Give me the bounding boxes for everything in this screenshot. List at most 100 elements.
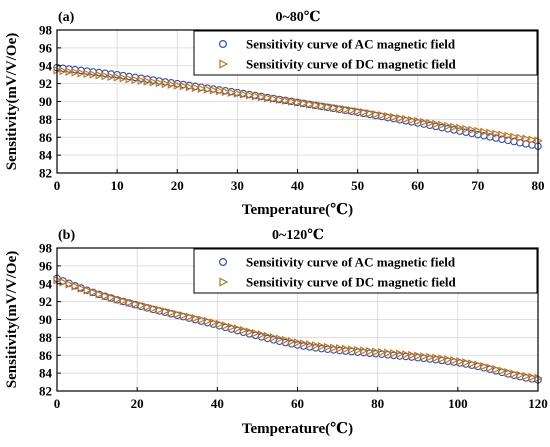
dc-point xyxy=(426,118,435,128)
dc-point xyxy=(324,342,333,352)
dc-point xyxy=(408,350,417,360)
dc-point xyxy=(149,77,159,87)
x-tick-label: 80 xyxy=(371,396,384,411)
legend-ac-label: Sensitivity curve of AC magnetic field xyxy=(246,37,456,52)
dc-point xyxy=(65,279,74,289)
dc-point xyxy=(336,344,345,353)
dc-point xyxy=(263,331,273,341)
dc-point xyxy=(305,340,315,349)
legend-dc-label: Sensitivity curve of DC magnetic field xyxy=(246,275,457,290)
y-axis-label: Sensitivity(mV/V/Oe) xyxy=(4,251,20,388)
y-tick-label: 86 xyxy=(39,130,53,145)
dc-point xyxy=(209,85,219,95)
dc-point xyxy=(348,345,357,354)
dc-point xyxy=(71,68,80,77)
dc-point xyxy=(384,348,393,358)
dc-point xyxy=(65,67,74,76)
dc-point xyxy=(245,327,255,336)
dc-point xyxy=(119,296,128,306)
x-tick-label: 70 xyxy=(471,178,484,193)
dc-point xyxy=(414,351,423,361)
dc-point xyxy=(161,79,171,89)
dc-point xyxy=(402,350,411,359)
dc-point xyxy=(456,123,465,133)
dc-point xyxy=(257,92,267,102)
y-tick-label: 82 xyxy=(39,166,52,181)
dc-point xyxy=(450,122,459,132)
dc-point xyxy=(492,129,501,139)
dc-point xyxy=(348,106,357,115)
dc-point xyxy=(113,295,122,304)
x-tick-label: 0 xyxy=(54,178,61,193)
dc-point xyxy=(330,343,339,353)
dc-point xyxy=(83,69,92,79)
dc-point xyxy=(155,305,165,315)
dc-point xyxy=(498,130,507,140)
dc-point xyxy=(251,91,261,101)
dc-point xyxy=(372,347,381,357)
y-tick-label: 90 xyxy=(39,312,52,327)
dc-point xyxy=(269,333,279,342)
y-tick-label: 98 xyxy=(39,241,53,256)
dc-point xyxy=(390,349,399,358)
dc-point xyxy=(342,105,351,114)
dc-point xyxy=(71,282,80,291)
dc-point xyxy=(245,90,255,100)
panel-a: 0 10 20 30 40 50 60 70 80 82 84 86 88 90 92 94 96 98 Tempe… xyxy=(4,10,545,218)
dc-point xyxy=(378,110,387,120)
x-tick-label: 40 xyxy=(291,178,304,193)
x-tick-label: 80 xyxy=(532,178,545,193)
y-tick-label: 88 xyxy=(39,330,53,345)
legend-ac-label: Sensitivity curve of AC magnetic field xyxy=(246,255,456,270)
panel-label: (b) xyxy=(58,228,75,243)
dc-point xyxy=(77,68,86,78)
dc-point xyxy=(384,111,393,121)
y-tick-label: 92 xyxy=(39,294,52,309)
dc-point xyxy=(95,70,104,80)
dc-point xyxy=(486,363,495,373)
dc-point xyxy=(125,74,134,84)
dc-point xyxy=(227,88,237,97)
dc-point xyxy=(444,355,453,364)
dc-point xyxy=(275,95,285,105)
dc-point xyxy=(209,318,219,327)
dc-point xyxy=(257,330,267,339)
dc-point xyxy=(444,121,453,131)
dc-point xyxy=(203,316,213,326)
dc-point xyxy=(179,311,189,320)
dc-point xyxy=(408,115,417,125)
y-tick-label: 86 xyxy=(39,348,53,363)
dc-point xyxy=(330,103,339,113)
dc-point xyxy=(173,81,183,90)
dc-point xyxy=(317,101,327,111)
dc-point xyxy=(161,307,171,316)
dc-point xyxy=(504,131,513,141)
dc-point xyxy=(480,361,489,371)
dc-point xyxy=(360,346,369,355)
dc-point xyxy=(504,368,513,377)
dc-point xyxy=(131,299,140,309)
dc-point xyxy=(191,313,201,323)
dc-point xyxy=(498,366,507,376)
dc-point xyxy=(287,97,297,106)
x-tick-label: 20 xyxy=(131,396,144,411)
dc-point xyxy=(516,370,525,380)
y-tick-label: 94 xyxy=(39,276,53,291)
dc-point xyxy=(107,72,116,81)
dc-point xyxy=(137,76,146,85)
panel-b: 0 20 40 60 80 100 120 82 84 86 88 90 92 94 96 98 Tempera… xyxy=(4,228,548,437)
legend-dc-label: Sensitivity curve of DC magnetic field xyxy=(246,57,457,72)
dc-point xyxy=(155,78,165,88)
dc-point xyxy=(239,325,249,335)
dc-point xyxy=(474,126,483,136)
dc-point xyxy=(185,82,195,92)
x-tick-label: 100 xyxy=(448,396,468,411)
dc-point xyxy=(215,319,225,329)
dc-point xyxy=(528,372,537,382)
dc-point xyxy=(77,284,86,293)
legend-box xyxy=(193,248,538,294)
panel-label: (a) xyxy=(58,10,75,25)
dc-point xyxy=(143,302,152,312)
legend-box xyxy=(193,30,538,76)
